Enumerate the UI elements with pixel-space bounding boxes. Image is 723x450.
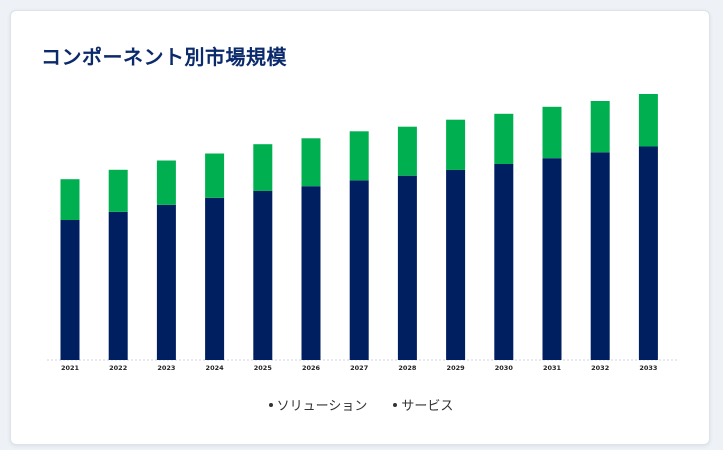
legend-label-solution: ソリューション	[276, 399, 368, 414]
bar-solution-2024[interactable]	[205, 197, 225, 360]
bar-service-2026[interactable]	[301, 138, 321, 187]
bar-service-2029[interactable]	[446, 119, 466, 170]
x-tick-label-2024: 2024	[206, 364, 225, 372]
bar-service-2023[interactable]	[156, 160, 176, 205]
bar-solution-2033[interactable]	[638, 146, 658, 361]
bar-service-2021[interactable]	[60, 179, 80, 220]
chart-title: コンポーネント別市場規模	[41, 45, 287, 69]
bar-chart: 2021 2022 2023 2024 2025 2026 2027 2028 2029 2030…	[47, 94, 679, 372]
bar-solution-2032[interactable]	[590, 152, 610, 360]
bar-service-2022[interactable]	[108, 169, 128, 212]
x-tick-label-2031: 2031	[543, 364, 562, 372]
x-tick-label-2032: 2032	[591, 364, 609, 372]
bar-service-2033[interactable]	[638, 94, 658, 147]
x-tick-label-2029: 2029	[447, 364, 466, 372]
legend-marker-service	[393, 402, 398, 407]
x-tick-label-2023: 2023	[157, 364, 175, 372]
bar-solution-2021[interactable]	[60, 220, 80, 360]
legend-item-solution[interactable]: ソリューション	[268, 395, 368, 414]
bar-service-2025[interactable]	[253, 144, 273, 191]
x-tick-label-2022: 2022	[109, 364, 127, 372]
bars-group	[60, 94, 658, 361]
x-tick-label-2026: 2026	[302, 364, 321, 372]
bar-solution-2022[interactable]	[108, 211, 128, 360]
legend-marker-solution	[268, 402, 273, 407]
bar-service-2030[interactable]	[494, 113, 514, 164]
bar-service-2024[interactable]	[205, 153, 225, 198]
x-tick-label-2027: 2027	[350, 364, 368, 372]
bar-solution-2028[interactable]	[397, 175, 417, 360]
bar-service-2028[interactable]	[397, 126, 417, 176]
x-tick-label-2033: 2033	[639, 364, 657, 372]
x-tick-label-2021: 2021	[61, 364, 80, 372]
legend: ソリューション サービス	[11, 395, 711, 414]
bar-service-2031[interactable]	[542, 106, 562, 159]
bar-solution-2030[interactable]	[494, 164, 514, 360]
legend-label-service: サービス	[401, 399, 454, 414]
x-tick-label-2028: 2028	[398, 364, 417, 372]
x-tick-label-2030: 2030	[495, 364, 514, 372]
bar-solution-2023[interactable]	[156, 204, 176, 360]
x-tick-labels: 2021 2022 2023 2024 2025 2026 2027 2028 2029 2030…	[61, 364, 657, 372]
bar-service-2027[interactable]	[349, 131, 369, 181]
bar-solution-2025[interactable]	[253, 190, 273, 360]
legend-item-service[interactable]: サービス	[393, 395, 453, 414]
bar-solution-2027[interactable]	[349, 180, 369, 360]
bar-service-2032[interactable]	[590, 101, 610, 153]
bar-solution-2031[interactable]	[542, 158, 562, 360]
bar-solution-2029[interactable]	[446, 169, 466, 360]
chart-card: コンポーネント別市場規模 2021 2022 2023 2024 2025 2026 202…	[10, 10, 710, 445]
bar-solution-2026[interactable]	[301, 186, 321, 360]
x-tick-label-2025: 2025	[254, 364, 273, 372]
